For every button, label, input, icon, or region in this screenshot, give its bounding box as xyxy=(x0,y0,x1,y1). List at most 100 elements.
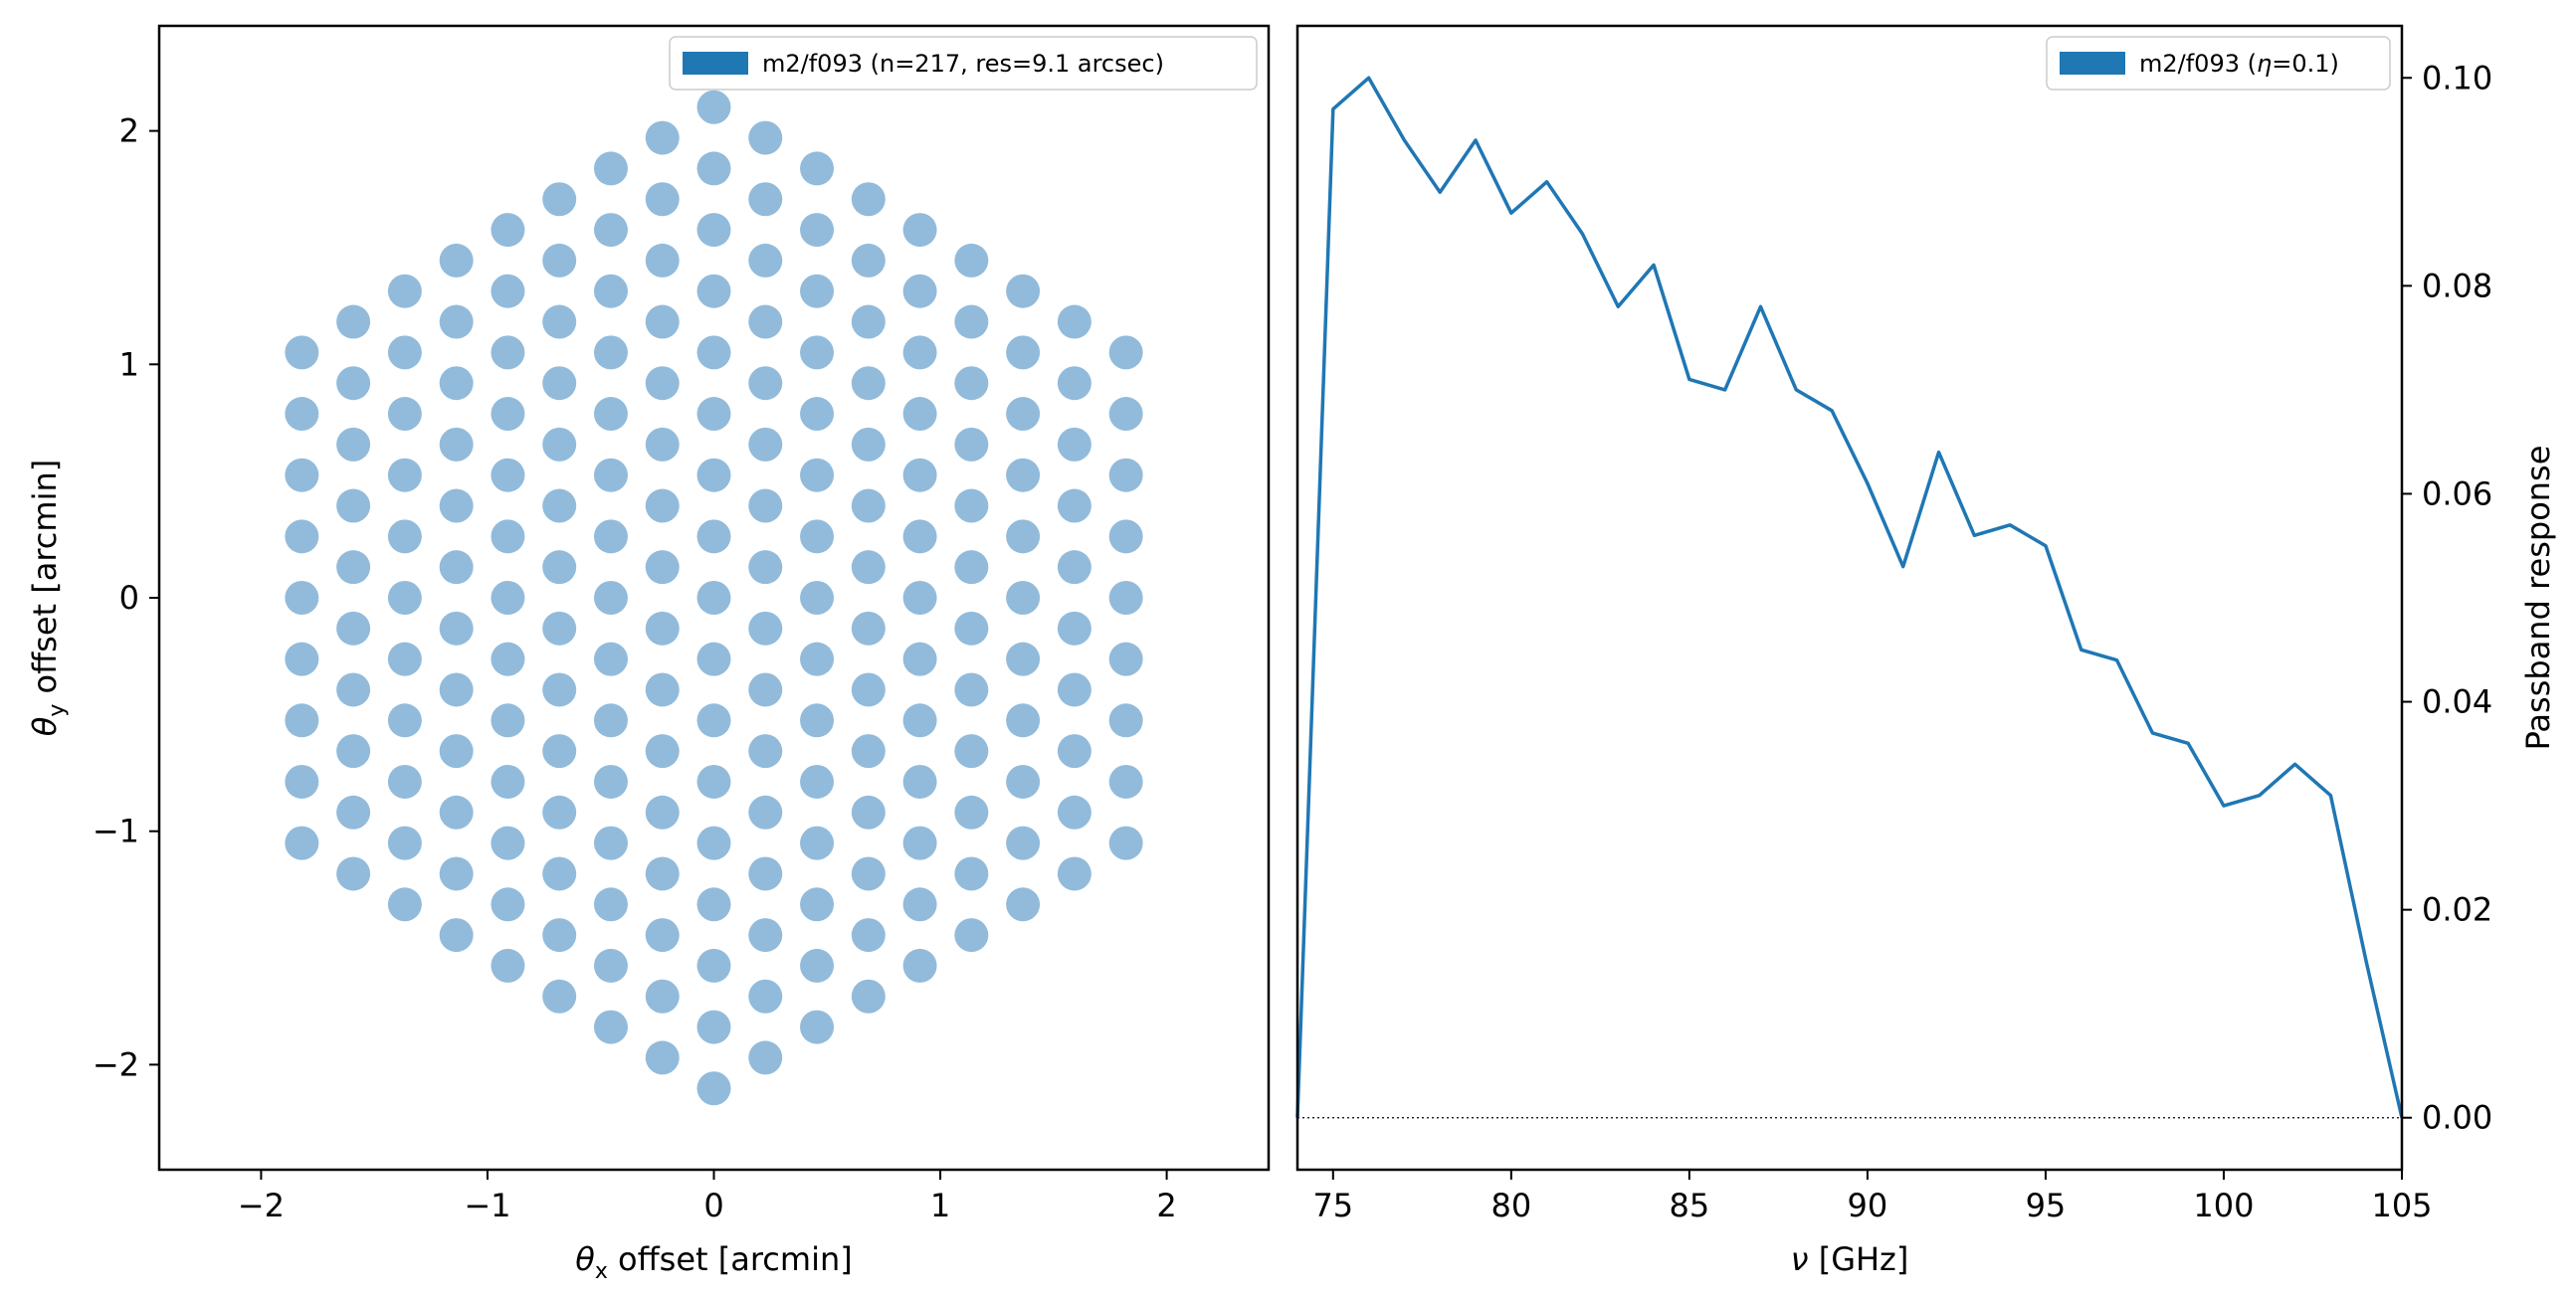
detector-point xyxy=(645,550,680,585)
detector-point xyxy=(851,182,886,217)
detector-point xyxy=(696,90,731,124)
detector-point xyxy=(1108,826,1143,860)
detector-point xyxy=(593,1010,628,1044)
detector-point xyxy=(336,734,371,769)
detector-point xyxy=(800,213,835,248)
detector-point xyxy=(748,1040,783,1075)
detector-point xyxy=(1057,734,1091,769)
detector-point xyxy=(1057,304,1091,339)
x-tick-label: 1 xyxy=(930,1187,950,1224)
detector-point xyxy=(645,488,680,523)
y-tick-label: 0.06 xyxy=(2422,474,2492,512)
detector-point xyxy=(748,672,783,707)
detector-point xyxy=(593,887,628,922)
detector-point xyxy=(902,458,937,492)
detector-point xyxy=(593,764,628,799)
detector-point xyxy=(902,519,937,554)
detector-point xyxy=(542,672,577,707)
detector-point xyxy=(645,427,680,462)
detector-point xyxy=(542,550,577,585)
detector-point xyxy=(748,182,783,217)
detector-point xyxy=(851,488,886,523)
detector-point xyxy=(645,856,680,891)
detector-point xyxy=(748,734,783,769)
detector-point xyxy=(800,826,835,860)
detector-point xyxy=(387,519,422,554)
detector-point xyxy=(954,427,989,462)
detector-point xyxy=(851,672,886,707)
detector-point xyxy=(491,703,525,738)
detector-point xyxy=(696,642,731,676)
detector-point xyxy=(542,243,577,278)
detector-point xyxy=(1108,581,1143,615)
focal-plane-legend-label: m2/f093 (n=217, res=9.1 arcsec) xyxy=(762,50,1164,78)
detector-point xyxy=(851,795,886,830)
x-tick-label: 80 xyxy=(1490,1187,1531,1224)
detector-point xyxy=(645,120,680,155)
detector-point xyxy=(902,213,937,248)
detector-point xyxy=(645,304,680,339)
detector-point xyxy=(593,581,628,615)
detector-point xyxy=(1006,519,1041,554)
detector-point xyxy=(491,213,525,248)
detector-point xyxy=(542,304,577,339)
detector-point xyxy=(954,734,989,769)
detector-point xyxy=(1006,581,1041,615)
detector-point xyxy=(696,1071,731,1106)
detector-point xyxy=(851,366,886,401)
detector-point xyxy=(1108,397,1143,432)
detector-point xyxy=(439,795,474,830)
detector-point xyxy=(851,304,886,339)
detector-point xyxy=(1006,458,1041,492)
detector-point xyxy=(696,274,731,308)
detector-point xyxy=(593,703,628,738)
detector-point xyxy=(491,581,525,615)
legend-box xyxy=(669,36,1258,91)
detector-point xyxy=(593,274,628,308)
passband-x-ticks: 75 80 85 90 95 100 105 xyxy=(1312,1170,2433,1224)
detector-point xyxy=(748,366,783,401)
detector-point xyxy=(800,948,835,983)
detector-point xyxy=(800,1010,835,1044)
detector-point xyxy=(954,550,989,585)
detector-point xyxy=(1057,795,1091,830)
detector-point xyxy=(696,519,731,554)
detector-point xyxy=(645,182,680,217)
detector-point xyxy=(439,611,474,646)
detector-point xyxy=(593,397,628,432)
y-tick-label: −1 xyxy=(93,813,139,850)
focal-plane-y-ticks: −2 −1 0 1 2 xyxy=(93,112,159,1083)
detector-point xyxy=(387,581,422,615)
detector-point xyxy=(1057,427,1091,462)
detector-point xyxy=(336,611,371,646)
legend-swatch xyxy=(2060,52,2125,75)
detector-point xyxy=(387,703,422,738)
focal-plane-panel: −2 −1 0 1 2 −2 −1 0 1 2 θx offset [arcmin] θy of… xyxy=(26,24,1271,1284)
detector-point xyxy=(800,335,835,370)
detector-point xyxy=(542,795,577,830)
detector-point xyxy=(593,213,628,248)
detector-point xyxy=(696,335,731,370)
detector-point xyxy=(696,826,731,860)
y-tick-label: 0.04 xyxy=(2422,683,2492,721)
detector-point xyxy=(387,397,422,432)
y-tick-label: 0.10 xyxy=(2422,59,2492,96)
detector-point xyxy=(645,734,680,769)
detector-point xyxy=(336,366,371,401)
detector-point xyxy=(954,488,989,523)
detector-point xyxy=(696,703,731,738)
detector-point xyxy=(1108,764,1143,799)
detector-point xyxy=(542,979,577,1014)
detector-point xyxy=(954,672,989,707)
detector-point xyxy=(748,427,783,462)
detector-point xyxy=(954,856,989,891)
detector-point xyxy=(645,795,680,830)
legend-swatch xyxy=(683,52,748,75)
detector-point xyxy=(851,856,886,891)
detector-point xyxy=(1006,335,1041,370)
detector-point xyxy=(542,366,577,401)
detector-point xyxy=(645,243,680,278)
detector-point xyxy=(696,948,731,983)
detector-point xyxy=(902,887,937,922)
detector-point xyxy=(1108,335,1143,370)
